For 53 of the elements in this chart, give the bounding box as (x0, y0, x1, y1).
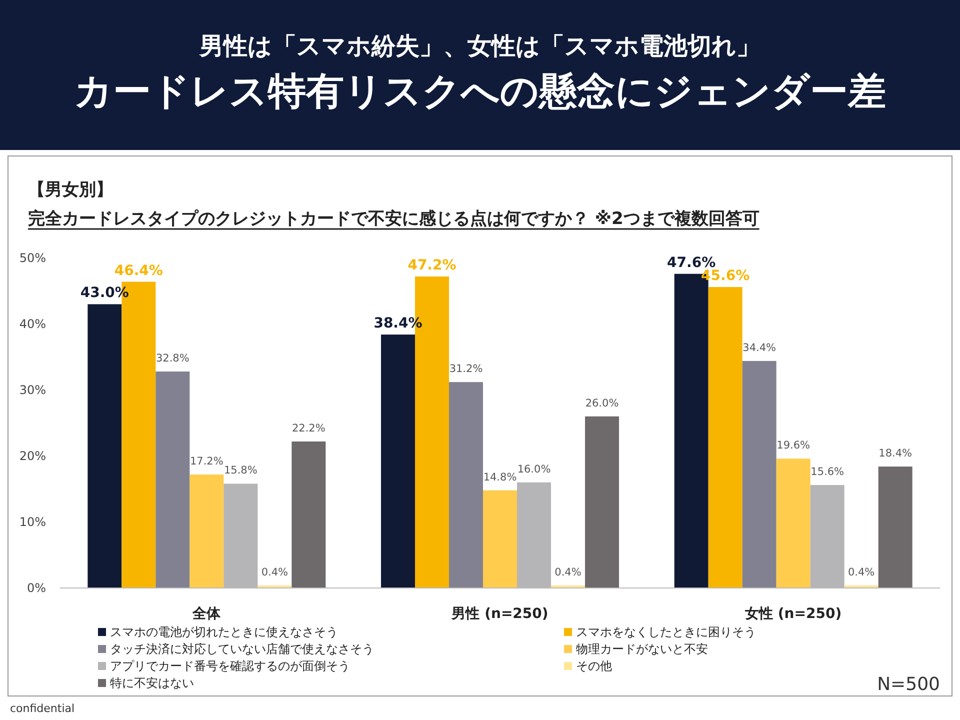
y-tick-label: 40% (19, 317, 46, 331)
legend-label: 物理カードがないと不安 (576, 642, 708, 656)
bar (776, 458, 810, 588)
data-label: 45.6% (701, 268, 750, 284)
data-label: 31.2% (449, 363, 483, 376)
data-label: 32.8% (156, 352, 190, 365)
text: 【男女別】 (28, 180, 113, 200)
data-label: 16.0% (517, 463, 551, 476)
x-tick-label: 男性 (n=250) (450, 606, 548, 622)
data-label: 0.4% (554, 566, 582, 578)
bar (156, 372, 190, 588)
y-tick-label: 0% (26, 581, 46, 595)
x-tick-label: 全体 (192, 606, 222, 622)
data-label: 22.2% (292, 422, 326, 434)
data-label: 14.8% (483, 471, 517, 484)
bar (190, 474, 224, 588)
bar (742, 360, 776, 588)
y-tick-label: 20% (19, 449, 46, 463)
bar (483, 490, 517, 588)
data-label: 19.6% (776, 440, 810, 452)
data-label: 46.4% (114, 262, 163, 279)
bar (585, 416, 619, 588)
data-label: 18.4% (878, 448, 912, 460)
y-tick-label: 30% (19, 383, 46, 397)
data-label: 47.2% (408, 257, 456, 274)
bar (708, 287, 742, 588)
bar (292, 441, 326, 588)
legend-label: 特に不安はない (110, 676, 194, 690)
bar (381, 334, 415, 588)
data-label: 17.2% (190, 455, 224, 468)
data-label: 15.8% (224, 464, 258, 477)
data-label: 47.6% (667, 254, 716, 271)
chart-title: 男性は「スマホ紛失」、女性は「スマホ電池切れ」 (198, 32, 760, 60)
data-label: 0.4% (261, 566, 288, 578)
bar (449, 382, 483, 588)
x-tick-label: 女性 (n=250) (744, 606, 842, 622)
legend-label: その他 (576, 659, 612, 673)
y-tick-label: 10% (19, 515, 46, 529)
legend-label: アプリでカード番号を確認するのが面倒そう (110, 659, 350, 673)
chart-subtitle: カードレス特有リスクへの懸念にジェンダー差 (74, 69, 886, 113)
legend-label: タッチ決済に対応していない店舗で使えなさそう (110, 642, 374, 656)
bar (88, 304, 122, 588)
data-label: 26.0% (585, 397, 619, 410)
bar (878, 466, 912, 588)
data-label: 0.4% (848, 566, 875, 578)
text: 完全カードレスタイプのクレジットカードで不安に感じる点は何ですか？ ※2つまで複数回答可 (28, 209, 760, 229)
legend-label: スマホの電池が切れたときに使えなさそう (110, 625, 338, 639)
legend-label: スマホをなくしたときに困りそう (576, 625, 756, 639)
data-label: 15.6% (810, 466, 844, 478)
y-tick-label: 50% (19, 251, 46, 265)
data-label: 34.4% (742, 342, 776, 354)
text: confidential (10, 702, 75, 715)
text: N=500 (877, 674, 940, 695)
